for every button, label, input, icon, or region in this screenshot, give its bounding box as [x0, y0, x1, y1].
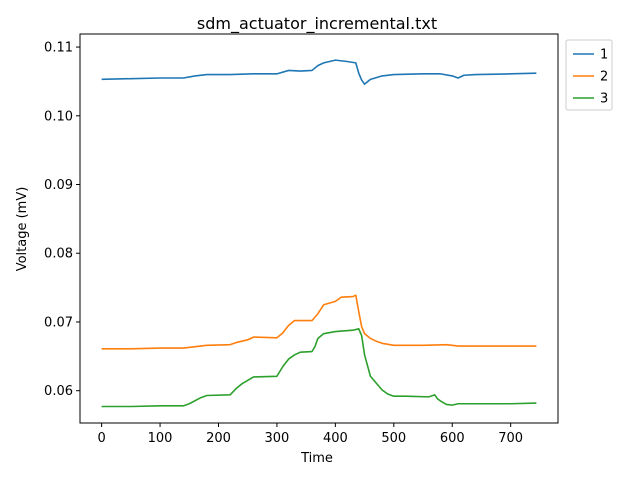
- x-axis-label: Time: [300, 451, 333, 466]
- x-axis: 0 100 200 300 400 500 600 700: [97, 423, 523, 446]
- y-tick-label-0.09: 0.09: [44, 178, 73, 193]
- legend-label-2: 2: [600, 70, 608, 85]
- x-tick-label-500: 500: [381, 431, 406, 446]
- series-line-1: [101, 59, 537, 85]
- plot-area-frame: [79, 33, 559, 424]
- y-axis: 0.06 0.07 0.08 0.09 0.10 0.11: [44, 41, 80, 399]
- legend-label-1: 1: [600, 48, 608, 63]
- x-tick-label-600: 600: [440, 431, 465, 446]
- x-tick-label-400: 400: [323, 431, 348, 446]
- y-tick-label-0.11: 0.11: [44, 41, 73, 56]
- x-tick-label-200: 200: [206, 431, 231, 446]
- series-layer: [101, 59, 537, 408]
- y-tick-label-0.08: 0.08: [44, 247, 73, 262]
- legend-box: [565, 39, 613, 111]
- x-tick-label-0: 0: [97, 431, 105, 446]
- x-tick-label-700: 700: [498, 431, 523, 446]
- series-line-2: [101, 294, 537, 350]
- series-line-3: [101, 328, 537, 408]
- y-tick-label-0.10: 0.10: [44, 109, 73, 124]
- y-tick-label-0.07: 0.07: [44, 315, 73, 330]
- y-tick-label-0.06: 0.06: [44, 384, 73, 399]
- legend-label-3: 3: [600, 92, 608, 107]
- chart-title: sdm_actuator_incremental.txt: [197, 14, 437, 34]
- x-tick-label-100: 100: [148, 431, 173, 446]
- legend: 1 2 3: [565, 39, 613, 111]
- x-tick-label-300: 300: [265, 431, 290, 446]
- y-axis-label: Voltage (mV): [15, 187, 30, 272]
